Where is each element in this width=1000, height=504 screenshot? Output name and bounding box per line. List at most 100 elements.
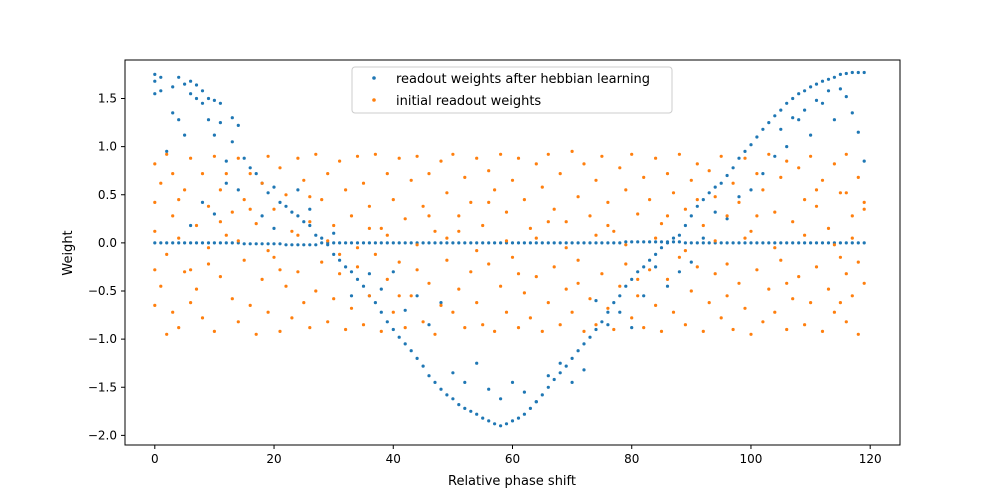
- data-point: [200, 316, 205, 320]
- data-point: [773, 246, 777, 250]
- data-point: [403, 308, 407, 312]
- data-point: [320, 241, 324, 245]
- data-point: [385, 172, 389, 176]
- data-point: [654, 240, 658, 244]
- data-point: [743, 241, 747, 245]
- data-point: [725, 241, 729, 245]
- data-point: [355, 241, 360, 245]
- data-point: [576, 349, 580, 353]
- data-point: [665, 277, 670, 281]
- data-point: [594, 327, 598, 332]
- legend: readout weights after hebbian learning i…: [351, 66, 673, 114]
- data-point: [200, 241, 205, 245]
- data-point: [260, 277, 264, 281]
- data-point: [189, 156, 193, 160]
- data-point: [290, 243, 294, 247]
- data-point: [814, 265, 819, 269]
- data-point: [177, 241, 181, 245]
- data-point: [332, 223, 336, 228]
- data-point: [862, 241, 866, 245]
- data-point: [153, 92, 157, 96]
- data-point: [296, 233, 300, 237]
- data-point: [779, 108, 783, 112]
- series-1: [153, 149, 866, 336]
- data-point: [308, 207, 312, 211]
- data-point: [862, 159, 866, 163]
- data-point: [212, 154, 216, 158]
- data-point: [600, 154, 604, 158]
- data-point: [183, 188, 187, 192]
- data-point: [451, 152, 455, 156]
- data-point: [534, 275, 538, 279]
- data-point: [516, 416, 521, 420]
- data-point: [654, 156, 658, 160]
- data-point: [385, 320, 389, 324]
- data-point: [832, 118, 837, 122]
- data-point: [355, 265, 360, 269]
- y-axis-label: Weight: [61, 230, 76, 275]
- data-point: [302, 243, 306, 247]
- data-point: [194, 83, 199, 87]
- data-point: [487, 262, 491, 266]
- data-point: [826, 89, 831, 93]
- data-point: [767, 121, 771, 125]
- data-point: [552, 265, 556, 269]
- data-point: [463, 326, 467, 330]
- data-point: [344, 265, 348, 269]
- data-point: [326, 320, 330, 324]
- data-point: [618, 241, 622, 245]
- data-point: [534, 241, 538, 245]
- data-point: [838, 301, 843, 305]
- data-point: [683, 323, 688, 327]
- data-point: [791, 220, 795, 224]
- data-point: [332, 231, 336, 235]
- data-point: [189, 268, 193, 272]
- data-point: [534, 162, 538, 166]
- data-point: [487, 241, 491, 245]
- data-point: [302, 178, 306, 182]
- data-point: [803, 233, 807, 237]
- data-point: [308, 223, 312, 228]
- data-point: [695, 204, 699, 208]
- data-point: [701, 236, 705, 240]
- data-point: [260, 214, 264, 218]
- data-point: [194, 223, 199, 228]
- data-point: [177, 236, 181, 240]
- data-point: [242, 198, 246, 202]
- data-point: [338, 241, 342, 245]
- data-point: [218, 275, 222, 279]
- data-point: [576, 281, 580, 285]
- data-point: [820, 241, 825, 245]
- data-point: [421, 320, 425, 324]
- data-point: [236, 239, 240, 243]
- data-point: [206, 262, 211, 266]
- data-point: [344, 241, 348, 245]
- data-point: [809, 133, 813, 137]
- data-point: [713, 239, 717, 243]
- data-point: [612, 327, 616, 332]
- data-point: [600, 320, 604, 324]
- data-point: [779, 175, 783, 179]
- data-point: [683, 207, 688, 211]
- data-point: [355, 277, 360, 281]
- data-point: [183, 82, 187, 86]
- data-point: [510, 255, 515, 259]
- points-layer: [153, 70, 866, 428]
- data-point: [516, 241, 521, 245]
- data-point: [463, 241, 467, 245]
- data-point: [689, 241, 693, 245]
- data-point: [206, 204, 211, 208]
- data-point: [266, 154, 270, 158]
- data-point: [469, 200, 473, 204]
- data-point: [552, 207, 556, 211]
- data-point: [755, 268, 759, 272]
- data-point: [749, 188, 753, 192]
- data-point: [224, 233, 228, 237]
- data-point: [427, 241, 431, 245]
- data-point: [451, 310, 455, 314]
- data-point: [332, 241, 336, 245]
- data-point: [278, 166, 282, 170]
- data-point: [767, 241, 771, 245]
- data-point: [379, 241, 383, 245]
- data-point: [224, 172, 228, 176]
